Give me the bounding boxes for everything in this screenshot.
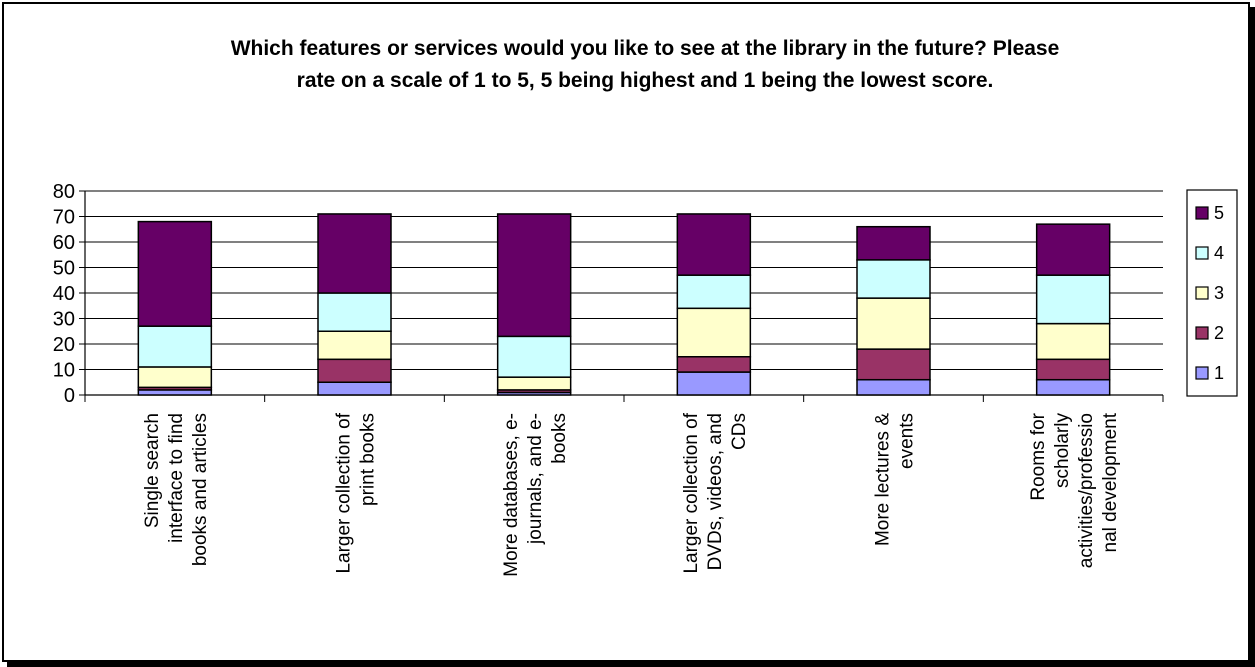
category-label-line: CDs xyxy=(729,413,750,450)
category-label-line: interface to find xyxy=(166,413,187,543)
bar-segment-5 xyxy=(856,225,931,261)
bar-segment-1 xyxy=(856,378,931,396)
bar-segment-1 xyxy=(676,371,752,396)
legend-item: 3 xyxy=(1195,283,1224,303)
legend-item: 1 xyxy=(1195,363,1224,383)
category-label-line: journals, and e- xyxy=(525,413,546,545)
bar-stack xyxy=(856,225,931,396)
bar-stack xyxy=(1035,223,1111,396)
bar-segment-2 xyxy=(317,358,392,383)
legend-item: 4 xyxy=(1195,243,1224,263)
category-label: Larger collection of print books xyxy=(334,412,379,573)
category-label-line: Larger collection of xyxy=(681,412,702,573)
category-label: Rooms for scholarly activities/professio na… xyxy=(1028,412,1121,568)
legend: 5 4 3 2 1 xyxy=(1186,189,1238,397)
chart-title-line-1: Which features or services would you lik… xyxy=(231,37,1060,60)
category-label-line: More databases, e- xyxy=(501,413,522,577)
y-tick-label: 60 xyxy=(53,232,75,254)
category-label-line: Rooms for xyxy=(1028,412,1049,500)
legend-swatch xyxy=(1195,326,1209,340)
y-tick-label: 50 xyxy=(53,258,75,280)
chart-title-line-2: rate on a scale of 1 to 5, 5 being highe… xyxy=(297,69,994,92)
bar-segment-4 xyxy=(496,335,572,378)
bar-segment-2 xyxy=(856,348,931,381)
bar-segment-1 xyxy=(1035,378,1111,396)
legend-label: 3 xyxy=(1214,283,1224,303)
bar-segment-3 xyxy=(496,376,572,391)
legend-item: 5 xyxy=(1195,203,1224,223)
bar-segment-3 xyxy=(856,297,931,350)
category-label-line: activities/professio xyxy=(1076,413,1097,568)
legend-swatch xyxy=(1195,206,1209,220)
y-tick-label: 80 xyxy=(53,181,75,203)
category-label-line: nal development xyxy=(1100,412,1121,552)
bars xyxy=(137,213,1111,396)
bar-segment-5 xyxy=(496,213,572,338)
bar-segment-4 xyxy=(317,292,392,332)
category-label-line: scholarly xyxy=(1052,413,1073,488)
bar-segment-3 xyxy=(676,307,752,358)
bar-segment-2 xyxy=(1035,358,1111,381)
legend-label: 5 xyxy=(1214,203,1224,223)
bar-segment-5 xyxy=(1035,223,1111,276)
bar-segment-3 xyxy=(317,330,392,361)
category-label-line: events xyxy=(897,413,918,469)
bar-segment-4 xyxy=(137,325,213,368)
bar-segment-5 xyxy=(676,213,752,276)
y-tick-label: 0 xyxy=(64,385,75,407)
category-label: More lectures & events xyxy=(873,413,918,546)
legend-swatch xyxy=(1195,246,1209,260)
category-label-line: Larger collection of xyxy=(334,412,355,573)
legend-item: 2 xyxy=(1195,323,1224,343)
bar-stack xyxy=(317,213,392,396)
bar-segment-3 xyxy=(137,366,213,389)
bar-segment-5 xyxy=(317,213,392,294)
category-label-line: Single search xyxy=(142,413,163,528)
legend-label: 2 xyxy=(1214,323,1224,343)
legend-swatch xyxy=(1195,286,1209,300)
bar-segment-1 xyxy=(317,381,392,396)
category-label-line: DVDs, videos, and xyxy=(705,413,726,570)
chart-title: Which features or services would you lik… xyxy=(231,37,1060,92)
category-label-line: books xyxy=(549,413,570,464)
category-label: Single search interface to find books and … xyxy=(142,413,211,566)
legend-box xyxy=(1186,189,1238,397)
bar-stack xyxy=(676,213,752,396)
legend-label: 1 xyxy=(1214,363,1224,383)
category-label-line: books and articles xyxy=(190,413,211,566)
bar-segment-4 xyxy=(1035,274,1111,325)
category-label: Larger collection of DVDs, videos, and CDs xyxy=(681,412,750,573)
y-tick-label: 20 xyxy=(53,334,75,356)
bar-segment-3 xyxy=(1035,322,1111,361)
bar-segment-2 xyxy=(676,356,752,373)
bar-segment-4 xyxy=(676,274,752,310)
y-tick-label: 70 xyxy=(53,207,75,229)
bar-segment-4 xyxy=(856,259,931,299)
bar-segment-1 xyxy=(137,389,213,396)
y-tick-label: 40 xyxy=(53,283,75,305)
legend-label: 4 xyxy=(1214,243,1224,263)
y-tick-label: 30 xyxy=(53,309,75,331)
y-tick-label: 10 xyxy=(53,360,75,382)
category-label: More databases, e-journals, and e-books xyxy=(501,413,570,577)
category-label-line: print books xyxy=(358,413,379,506)
bar-segment-5 xyxy=(137,220,213,327)
axes: 0 10 20 30 40 50 60 70 80 xyxy=(53,181,1164,407)
gridlines xyxy=(85,190,1163,370)
bar-stack xyxy=(137,220,213,396)
bar-stack xyxy=(496,213,572,396)
category-label-line: More lectures & xyxy=(873,413,894,546)
category-labels: Single search interface to find books and … xyxy=(142,412,1121,576)
legend-swatch xyxy=(1195,366,1209,380)
